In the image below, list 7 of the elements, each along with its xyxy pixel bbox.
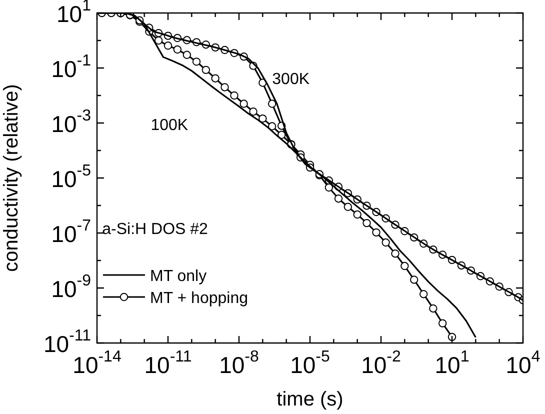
legend-label: MT + hopping [150, 290, 248, 307]
annotation: a-Si:H DOS #2 [102, 221, 208, 238]
legend-label: MT only [150, 268, 207, 285]
y-axis-title: conductivity (relative) [0, 84, 23, 272]
x-axis-title: time (s) [276, 388, 344, 411]
annotation: 300K [272, 70, 310, 88]
annotation: 100K [150, 117, 188, 134]
